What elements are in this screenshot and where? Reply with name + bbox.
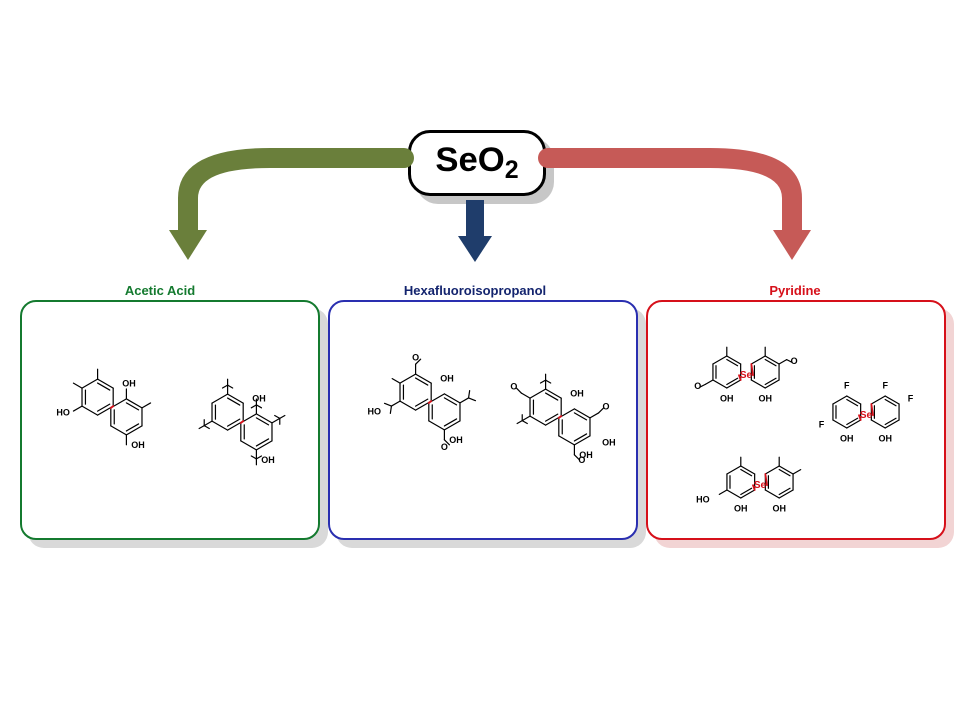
svg-text:F: F — [819, 419, 825, 429]
svg-text:O: O — [791, 356, 798, 366]
svg-text:OH: OH — [758, 393, 772, 403]
svg-text:OH: OH — [878, 433, 892, 443]
svg-text:OH: OH — [449, 435, 463, 445]
svg-text:OH: OH — [261, 455, 275, 465]
svg-text:HO: HO — [696, 494, 710, 504]
svg-text:O: O — [510, 382, 517, 392]
arrow-left — [169, 158, 404, 260]
svg-text:HO: HO — [367, 406, 381, 416]
arrow-right — [548, 158, 811, 260]
svg-text:F: F — [908, 393, 914, 403]
svg-text:OH: OH — [772, 503, 786, 513]
svg-text:OH: OH — [122, 378, 135, 388]
svg-text:Se: Se — [860, 410, 873, 421]
svg-text:OH: OH — [602, 437, 616, 447]
product-box-right: Se OH OH O O Se OH OH F F F F Se OH OH HO — [646, 300, 946, 540]
svg-text:OH: OH — [131, 440, 145, 450]
condition-label-right: Pyridine — [769, 283, 820, 298]
svg-text:OH: OH — [570, 388, 584, 398]
product-box-left: OH OH HO OH OH — [20, 300, 320, 540]
arrow-center — [458, 200, 492, 262]
svg-text:OH: OH — [734, 503, 748, 513]
condition-label-left: Acetic Acid — [125, 283, 195, 298]
product-structures-right: Se OH OH O O Se OH OH F F F F Se OH OH HO — [648, 302, 946, 540]
svg-text:F: F — [882, 380, 888, 390]
svg-text:O: O — [603, 401, 610, 411]
product-structures-center: OHOHOOHOOHOHOOOOH — [330, 302, 638, 540]
svg-text:Se: Se — [754, 480, 767, 491]
svg-text:OH: OH — [720, 393, 734, 403]
product-structures-left: OH OH HO OH OH — [22, 302, 320, 540]
svg-text:OH: OH — [440, 373, 454, 383]
svg-text:Se: Se — [740, 370, 753, 381]
svg-text:F: F — [844, 380, 850, 390]
svg-text:OH: OH — [840, 433, 854, 443]
svg-text:O: O — [441, 442, 448, 452]
svg-text:O: O — [694, 381, 701, 391]
condition-label-center: Hexafluoroisopropanol — [404, 283, 546, 298]
product-box-center: OHOHOOHOOHOHOOOOH — [328, 300, 638, 540]
svg-text:OH: OH — [252, 393, 266, 403]
svg-text:HO: HO — [56, 407, 70, 417]
